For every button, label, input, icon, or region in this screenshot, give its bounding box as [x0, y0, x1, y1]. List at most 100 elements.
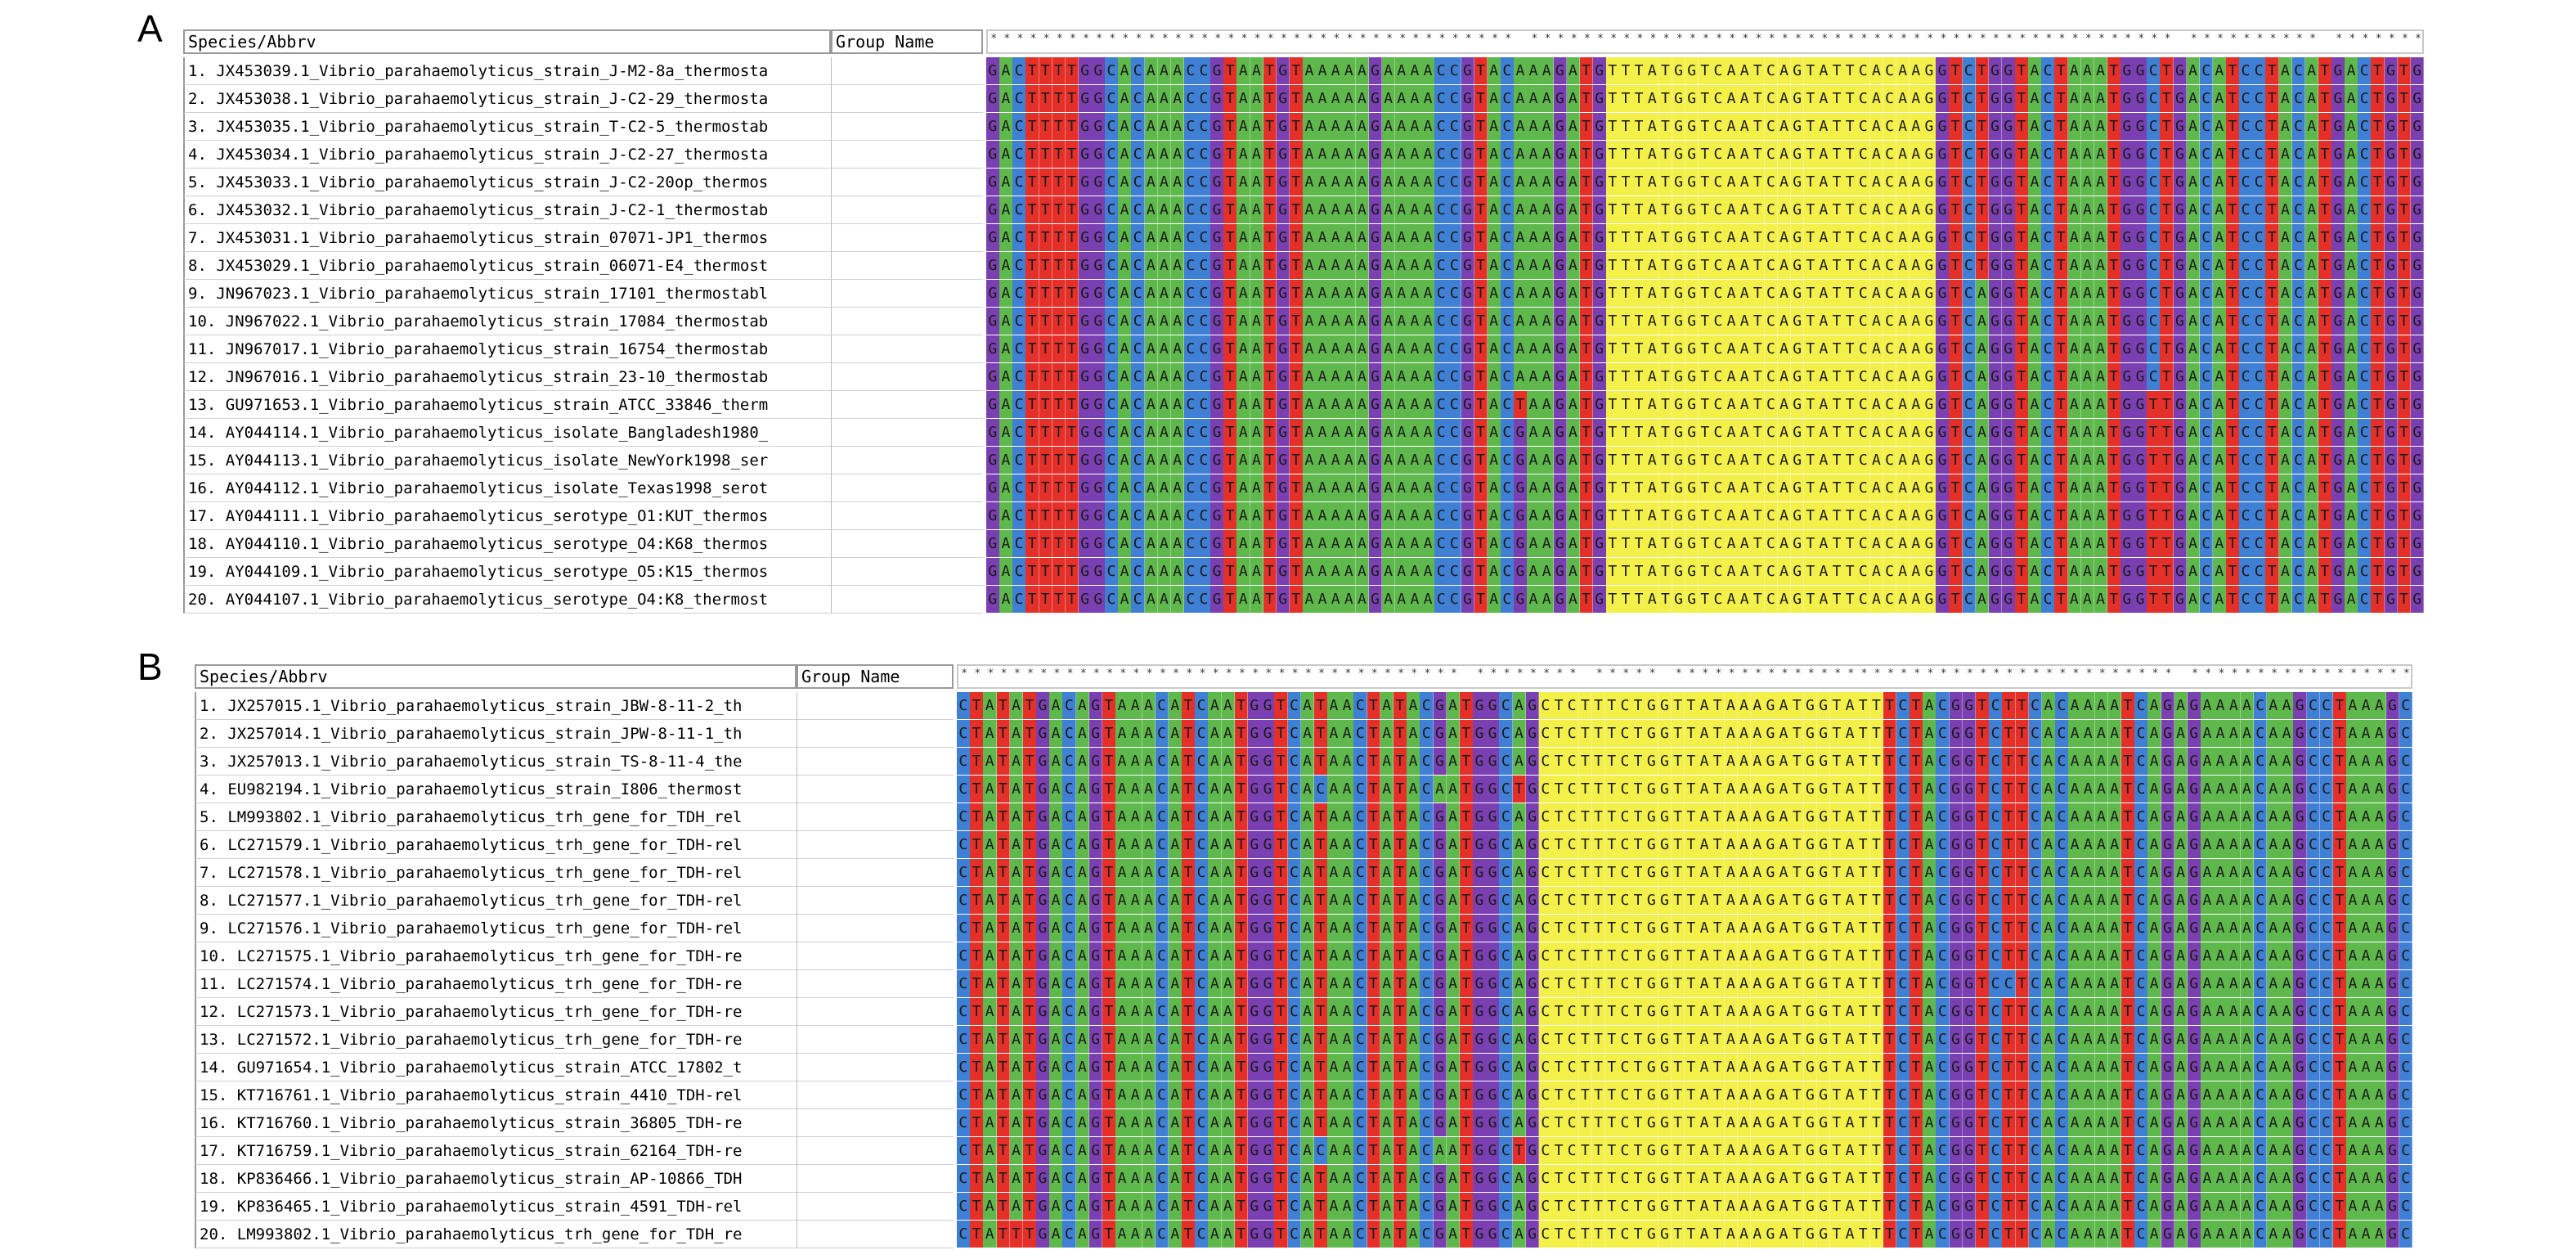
sequence-name[interactable]: 1. JX257015.1_Vibrio_parahaemolyticus_st…: [195, 692, 797, 720]
group-name-cell[interactable]: [797, 803, 954, 831]
group-name-cell[interactable]: [831, 586, 983, 614]
group-name-cell[interactable]: [831, 308, 983, 335]
group-name-cell[interactable]: [831, 196, 983, 224]
group-name-cell[interactable]: [797, 1026, 954, 1054]
nucleotide-cell: A: [1487, 363, 1501, 390]
sequence-name[interactable]: 4. EU982194.1_Vibrio_parahaemolyticus_st…: [195, 776, 797, 803]
sequence-name[interactable]: 20. AY044107.1_Vibrio_parahaemolyticus_s…: [183, 586, 831, 614]
species-column-header[interactable]: Species/Abbrv: [183, 29, 831, 54]
sequence-name[interactable]: 13. GU971653.1_Vibrio_parahaemolyticus_s…: [183, 391, 831, 419]
sequence-name[interactable]: 6. LC271579.1_Vibrio_parahaemolyticus_tr…: [195, 831, 797, 859]
group-name-cell[interactable]: [831, 530, 983, 558]
group-name-column-header[interactable]: Group Name: [797, 664, 954, 689]
group-name-column-header[interactable]: Group Name: [831, 29, 983, 54]
sequence-name[interactable]: 2. JX453038.1_Vibrio_parahaemolyticus_st…: [183, 85, 831, 113]
consensus-mark: *: [1703, 33, 1709, 45]
group-name-cell[interactable]: [797, 998, 954, 1026]
nucleotide-cell: T: [1065, 113, 1079, 140]
group-name-cell[interactable]: [831, 335, 983, 363]
group-name-cell[interactable]: [797, 1081, 954, 1109]
group-name-cell[interactable]: [831, 169, 983, 196]
group-name-cell[interactable]: [797, 748, 954, 776]
group-name-cell[interactable]: [797, 776, 954, 803]
group-name-cell[interactable]: [797, 1109, 954, 1137]
group-name-cell[interactable]: [831, 57, 983, 85]
sequence-name[interactable]: 10. LC271575.1_Vibrio_parahaemolyticus_t…: [195, 942, 797, 970]
sequence-name[interactable]: 17. KT716759.1_Vibrio_parahaemolyticus_s…: [195, 1137, 797, 1165]
group-name-cell[interactable]: [797, 915, 954, 942]
group-name-cell[interactable]: [797, 1165, 954, 1193]
sequence-name[interactable]: 16. KT716760.1_Vibrio_parahaemolyticus_s…: [195, 1109, 797, 1137]
group-name-cell[interactable]: [831, 419, 983, 447]
sequence-name[interactable]: 5. JX453033.1_Vibrio_parahaemolyticus_st…: [183, 169, 831, 196]
group-name-cell[interactable]: [797, 692, 954, 720]
group-name-cell[interactable]: [797, 720, 954, 748]
nucleotide-cell: G: [2173, 141, 2188, 168]
sequence-name[interactable]: 12. JN967016.1_Vibrio_parahaemolyticus_s…: [183, 363, 831, 391]
nucleotide-cell: A: [1725, 586, 1739, 613]
group-name-cell[interactable]: [831, 280, 983, 308]
group-name-cell[interactable]: [831, 141, 983, 169]
nucleotide-cell: A: [1408, 502, 1422, 529]
sequence-name[interactable]: 8. LC271577.1_Vibrio_parahaemolyticus_tr…: [195, 887, 797, 915]
sequence-name[interactable]: 16. AY044112.1_Vibrio_parahaemolyticus_i…: [183, 474, 831, 502]
sequence-name[interactable]: 12. LC271573.1_Vibrio_parahaemolyticus_t…: [195, 998, 797, 1026]
group-name-cell[interactable]: [797, 831, 954, 859]
sequence-name[interactable]: 20. LM993802.1_Vibrio_parahaemolyticus_t…: [195, 1221, 797, 1248]
sequence-name[interactable]: 14. AY044114.1_Vibrio_parahaemolyticus_i…: [183, 419, 831, 447]
sequence-name[interactable]: 7. LC271578.1_Vibrio_parahaemolyticus_tr…: [195, 859, 797, 887]
sequence-name[interactable]: 11. JN967017.1_Vibrio_parahaemolyticus_s…: [183, 335, 831, 363]
sequence-name[interactable]: 17. AY044111.1_Vibrio_parahaemolyticus_s…: [183, 502, 831, 530]
nucleotide-cell: G: [1461, 335, 1475, 362]
group-name-cell[interactable]: [831, 558, 983, 586]
sequence-name[interactable]: 1. JX453039.1_Vibrio_parahaemolyticus_st…: [183, 57, 831, 85]
group-name-cell[interactable]: [831, 85, 983, 113]
sequence-name[interactable]: 14. GU971654.1_Vibrio_parahaemolyticus_s…: [195, 1054, 797, 1081]
sequence-name[interactable]: 18. KP836466.1_Vibrio_parahaemolyticus_s…: [195, 1165, 797, 1193]
sequence-name[interactable]: 7. JX453031.1_Vibrio_parahaemolyticus_st…: [183, 224, 831, 252]
group-name-cell[interactable]: [797, 1054, 954, 1081]
sequence-name[interactable]: 15. AY044113.1_Vibrio_parahaemolyticus_i…: [183, 447, 831, 474]
sequence-name[interactable]: 15. KT716761.1_Vibrio_parahaemolyticus_s…: [195, 1081, 797, 1109]
nucleotide-cell: G: [1645, 998, 1659, 1025]
sequence-name[interactable]: 6. JX453032.1_Vibrio_parahaemolyticus_st…: [183, 196, 831, 224]
sequence-name[interactable]: 13. LC271572.1_Vibrio_parahaemolyticus_t…: [195, 1026, 797, 1054]
sequence-name[interactable]: 5. LM993802.1_Vibrio_parahaemolyticus_tr…: [195, 803, 797, 831]
group-name-cell[interactable]: [797, 942, 954, 970]
group-name-cell[interactable]: [797, 970, 954, 998]
sequence-name[interactable]: 3. JX453035.1_Vibrio_parahaemolyticus_st…: [183, 113, 831, 141]
group-name-cell[interactable]: [797, 887, 954, 915]
sequence-name[interactable]: 3. JX257013.1_Vibrio_parahaemolyticus_st…: [195, 748, 797, 776]
sequence-name[interactable]: 8. JX453029.1_Vibrio_parahaemolyticus_st…: [183, 252, 831, 280]
group-name-cell[interactable]: [831, 252, 983, 280]
nucleotide-cell: G: [1036, 1165, 1050, 1192]
group-name-cell[interactable]: [831, 224, 983, 252]
sequence-name[interactable]: 4. JX453034.1_Vibrio_parahaemolyticus_st…: [183, 141, 831, 169]
group-name-cell[interactable]: [797, 1221, 954, 1248]
sequence-name[interactable]: 19. KP836465.1_Vibrio_parahaemolyticus_s…: [195, 1193, 797, 1221]
sequence-name[interactable]: 9. LC271576.1_Vibrio_parahaemolyticus_tr…: [195, 915, 797, 942]
group-name-cell[interactable]: [831, 447, 983, 474]
nucleotide-cell: A: [2094, 308, 2108, 335]
group-name-cell[interactable]: [831, 391, 983, 419]
sequence-name[interactable]: 2. JX257014.1_Vibrio_parahaemolyticus_st…: [195, 720, 797, 748]
group-name-cell[interactable]: [831, 474, 983, 502]
nucleotide-cell: T: [1102, 748, 1116, 775]
group-name-cell[interactable]: [831, 363, 983, 391]
nucleotide-cell: T: [2397, 335, 2412, 362]
sequence-name[interactable]: 11. LC271574.1_Vibrio_parahaemolyticus_t…: [195, 970, 797, 998]
group-name-cell[interactable]: [797, 1193, 954, 1221]
species-column-header[interactable]: Species/Abbrv: [195, 664, 797, 689]
sequence-name[interactable]: 10. JN967022.1_Vibrio_parahaemolyticus_s…: [183, 308, 831, 335]
nucleotide-cell: A: [999, 308, 1013, 335]
group-name-cell[interactable]: [831, 502, 983, 530]
sequence-name[interactable]: 18. AY044110.1_Vibrio_parahaemolyticus_s…: [183, 530, 831, 558]
group-name-cell[interactable]: [831, 113, 983, 141]
nucleotide-cell: A: [2201, 1026, 2215, 1053]
group-name-cell[interactable]: [797, 1137, 954, 1165]
sequence-name[interactable]: 9. JN967023.1_Vibrio_parahaemolyticus_st…: [183, 280, 831, 308]
sequence-name[interactable]: 19. AY044109.1_Vibrio_parahaemolyticus_s…: [183, 558, 831, 586]
group-name-cell[interactable]: [797, 859, 954, 887]
nucleotide-cell: G: [2385, 998, 2400, 1025]
